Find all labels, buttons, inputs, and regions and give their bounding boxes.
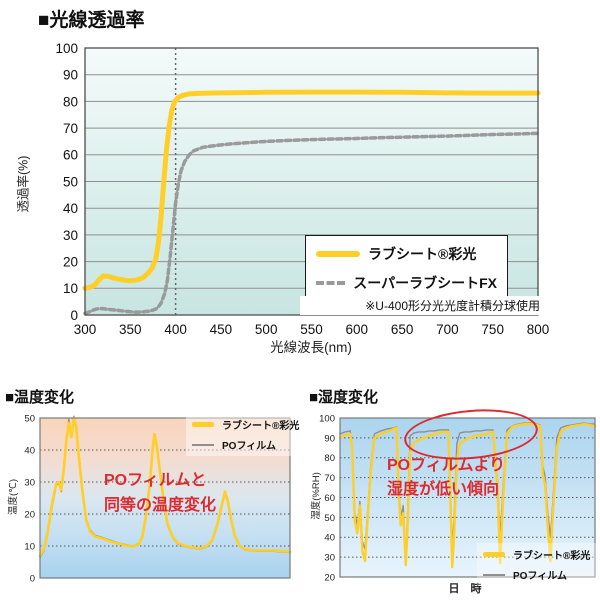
x-tick-label-400: 400 — [164, 322, 187, 337]
x-tick-label-350: 350 — [119, 322, 142, 337]
x-tick-label-650: 650 — [391, 322, 414, 337]
x-tick-label-800: 800 — [527, 322, 550, 337]
x-tick-label-300: 300 — [74, 322, 97, 337]
y-axis-label-transmittance: 透過率(%) — [16, 155, 31, 213]
section-title-temperature: ■温度変化 — [5, 389, 75, 406]
section-title-transmittance: ■光線透過率 — [38, 10, 145, 31]
legend-label: ラブシート®彩光 — [222, 421, 300, 432]
y-tick-label-90: 90 — [63, 68, 78, 83]
y-tick-label-60: 60 — [324, 493, 335, 504]
y-tick-label-90: 90 — [324, 433, 335, 444]
y-tick-label-70: 70 — [63, 121, 78, 136]
series-line-1 — [38, 416, 292, 557]
y-tick-label-70: 70 — [324, 473, 335, 484]
legend-item-rabsheet: ラブシート®彩光 — [316, 244, 497, 264]
yellow-line-swatch — [316, 251, 360, 257]
y-tick-label-40: 40 — [24, 445, 35, 456]
annotation-line-2: 湿度が低い傾向 — [387, 481, 500, 498]
x-axis-label-wavelength: 光線波長(nm) — [270, 340, 352, 355]
plot-frame — [339, 417, 596, 578]
y-tick-label-50: 50 — [63, 174, 78, 189]
plot-frame — [39, 417, 291, 579]
y-tick-label-50: 50 — [324, 513, 335, 524]
legend-label: ラブシート®彩光 — [513, 551, 591, 562]
section-title-humidity: ■湿度変化 — [309, 389, 379, 406]
annotation-line-1: POフィルムと — [104, 472, 207, 489]
legend-item-pofilm: POフィルム — [483, 567, 590, 582]
y-tick-label-10: 10 — [63, 281, 78, 296]
y-tick-label-80: 80 — [324, 453, 335, 464]
legend-label: スーパーラブシートFX — [353, 275, 497, 291]
gray-line-swatch — [192, 443, 214, 446]
plot-area — [40, 418, 290, 578]
y-tick-label-30: 30 — [63, 228, 78, 243]
y-tick-label-20: 20 — [324, 572, 335, 583]
y-tick-label-40: 40 — [63, 201, 78, 216]
x-tick-label-500: 500 — [255, 322, 278, 337]
y-tick-label-60: 60 — [63, 148, 78, 163]
x-tick-label-700: 700 — [436, 322, 459, 337]
temperature-chart-plot: 0 10 20 30 40 50 — [24, 413, 292, 584]
humidity-chart-plot: 20 30 40 50 60 70 80 90 100 — [319, 413, 597, 583]
legend-item-superfx: スーパーラブシートFX — [316, 273, 497, 293]
legend-label: POフィルム — [222, 441, 277, 452]
plot-frame — [84, 47, 539, 316]
series-line-1 — [338, 422, 597, 569]
y-tick-label-40: 40 — [324, 533, 335, 544]
legend-item-rabsheet: ラブシート®彩光 — [483, 547, 590, 562]
x-tick-label-600: 600 — [346, 322, 369, 337]
annotation-temperature: POフィルムと 同等の温度変化 — [104, 468, 216, 518]
y-tick-label-0: 0 — [30, 573, 35, 584]
legend-label: POフィルム — [513, 571, 568, 582]
annotation-humidity: POフィルムより 湿度が低い傾向 — [387, 454, 505, 502]
annotation-line-1: POフィルムより — [387, 457, 506, 474]
series-line-1 — [82, 89, 541, 291]
gray-dashed-swatch — [316, 281, 346, 285]
x-tick-label-750: 750 — [481, 322, 504, 337]
x-axis-label-datetime: 日 時 — [448, 583, 486, 595]
y-tick-label-20: 20 — [24, 509, 35, 520]
measurement-note: ※U-400形分光光度計積分球使用 — [300, 296, 542, 315]
y-tick-label-100: 100 — [55, 41, 78, 56]
legend-item-rabsheet: ラブシート®彩光 — [192, 417, 299, 432]
y-tick-label-50: 50 — [24, 413, 35, 424]
legend-humidity: ラブシート®彩光 POフィルム — [477, 543, 597, 586]
annotation-line-2: 同等の温度変化 — [104, 497, 217, 514]
series-line-0 — [83, 131, 540, 316]
y-tick-label-100: 100 — [319, 413, 335, 424]
x-tick-label-450: 450 — [210, 322, 233, 337]
y-tick-label-0: 0 — [70, 308, 78, 323]
yellow-line-swatch — [483, 552, 505, 557]
yellow-line-swatch — [192, 422, 214, 427]
legend-label: ラブシート®彩光 — [368, 246, 477, 262]
y-tick-label-30: 30 — [24, 477, 35, 488]
legend-temperature: ラブシート®彩光 POフィルム — [186, 413, 306, 456]
x-tick-label-550: 550 — [300, 322, 323, 337]
gray-line-swatch — [483, 573, 505, 576]
legend-transmittance: ラブシート®彩光 スーパーラブシートFX — [305, 235, 508, 302]
y-tick-label-20: 20 — [63, 254, 78, 269]
y-tick-label-10: 10 — [24, 541, 35, 552]
y-tick-label-30: 30 — [324, 553, 335, 564]
legend-item-pofilm: POフィルム — [192, 437, 299, 452]
y-tick-label-80: 80 — [63, 94, 78, 109]
